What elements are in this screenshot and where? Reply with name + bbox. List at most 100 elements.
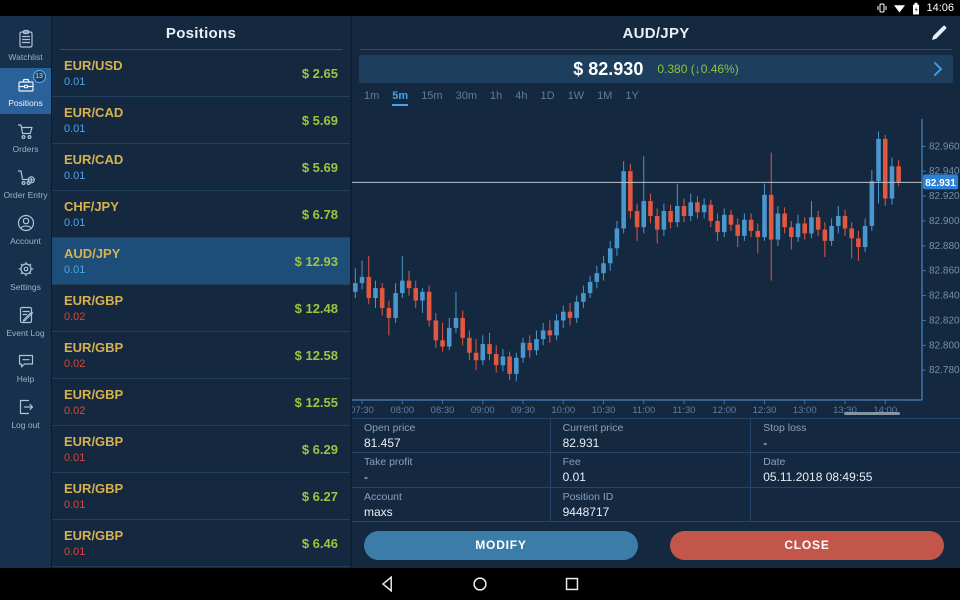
- position-symbol: EUR/CAD: [64, 105, 124, 120]
- detail-label: Position ID: [562, 490, 614, 503]
- sidebar-item-settings[interactable]: Settings: [0, 252, 51, 298]
- position-profit: $ 12.93: [294, 253, 338, 269]
- svg-text:11:00: 11:00: [632, 405, 655, 416]
- android-nav-bar: [0, 568, 960, 600]
- svg-text:13:00: 13:00: [793, 405, 817, 416]
- position-profit: $ 5.69: [301, 159, 338, 175]
- svg-text:12:30: 12:30: [753, 405, 777, 416]
- svg-text:82.860: 82.860: [929, 266, 960, 277]
- back-icon[interactable]: [378, 574, 398, 594]
- sidebar-item-label: Watchlist: [8, 51, 43, 62]
- sidebar-item-watchlist[interactable]: Watchlist: [0, 22, 51, 68]
- svg-text:10:30: 10:30: [592, 405, 616, 416]
- chart-header: AUD/JPY: [352, 16, 960, 50]
- price-bar[interactable]: $ 82.930 0.380 (↓0.46%): [359, 55, 953, 83]
- home-icon[interactable]: [470, 574, 490, 594]
- detail-label: Fee: [562, 456, 581, 469]
- positions-header: Positions: [52, 16, 350, 50]
- timeframe-1W[interactable]: 1W: [567, 90, 585, 102]
- detail-open-price: Open price 81.457: [352, 418, 550, 452]
- position-quantity: 0.01: [64, 264, 86, 276]
- detail-value: 81.457: [364, 436, 401, 450]
- detail-account: Account maxs: [352, 486, 550, 521]
- timeframe-30m[interactable]: 30m: [455, 90, 477, 102]
- sidebar-item-orders[interactable]: Orders: [0, 114, 51, 160]
- position-row-eur-cad[interactable]: EUR/CAD 0.01 $ 5.69: [52, 97, 350, 144]
- timeframe-1M[interactable]: 1M: [597, 90, 613, 102]
- main-area: Watchlist 13 Positions Orders Order Entry Acc…: [0, 16, 960, 568]
- svg-text:82.840: 82.840: [929, 291, 960, 302]
- order-entry-icon: [16, 167, 36, 188]
- sidebar-item-help[interactable]: Help: [0, 344, 51, 390]
- position-symbol: CHF/JPY: [64, 199, 119, 214]
- timeframe-5m[interactable]: 5m: [392, 90, 409, 106]
- detail-stop-loss: Stop loss -: [750, 418, 960, 453]
- timeframe-selector: 1m 5m 15m 30m 1h 4h 1D 1W 1M 1Y: [352, 87, 960, 109]
- detail-label: Take profit: [364, 456, 413, 469]
- sidebar-item-label: Account: [10, 235, 41, 246]
- position-row-chf-jpy[interactable]: CHF/JPY 0.01 $ 6.78: [52, 191, 350, 238]
- positions-count-badge: 13: [32, 69, 46, 83]
- edit-icon[interactable]: [930, 24, 948, 42]
- battery-charging-icon: [913, 2, 920, 14]
- position-row-eur-gbp[interactable]: EUR/GBP 0.01 $ 6.46: [52, 520, 350, 567]
- svg-text:11:30: 11:30: [672, 405, 695, 416]
- position-row-aud-jpy[interactable]: AUD/JPY 0.01 $ 12.93: [52, 238, 350, 285]
- positions-list: EUR/USD 0.01 $ 2.65 EUR/CAD 0.01 $ 5.69 EUR/CA…: [52, 50, 350, 568]
- price-change: 0.380 (↓0.46%): [657, 62, 739, 76]
- vibrate-icon: [877, 3, 887, 13]
- position-symbol: EUR/GBP: [64, 481, 124, 496]
- svg-text:08:30: 08:30: [431, 405, 455, 416]
- position-quantity: 0.01: [64, 123, 86, 135]
- position-quantity: 0.02: [64, 311, 86, 323]
- sidebar-item-logout[interactable]: Log out: [0, 390, 51, 436]
- svg-text:82.800: 82.800: [929, 340, 960, 351]
- timeframe-1h[interactable]: 1h: [490, 90, 503, 102]
- position-row-eur-gbp[interactable]: EUR/GBP 0.02 $ 12.48: [52, 285, 350, 332]
- detail-label: Current price: [562, 422, 624, 434]
- candlestick-chart-svg: 82.960 82.940 82.920 82.900 82.880 82.860 82.8…: [352, 119, 960, 416]
- action-buttons: MODIFY CLOSE: [352, 522, 960, 568]
- timeframe-1m[interactable]: 1m: [364, 90, 380, 102]
- settings-icon: [16, 259, 36, 280]
- sidebar-item-label: Orders: [12, 143, 39, 154]
- timeframe-1Y[interactable]: 1Y: [625, 90, 639, 102]
- account-icon: [16, 213, 36, 234]
- price-chart[interactable]: 82.960 82.940 82.920 82.900 82.880 82.860 82.8…: [352, 109, 960, 418]
- modify-button[interactable]: MODIFY: [364, 530, 638, 560]
- position-row-eur-gbp[interactable]: EUR/GBP 0.02 $ 12.58: [52, 332, 350, 379]
- detail-empty: [750, 486, 960, 521]
- svg-text:82.820: 82.820: [929, 315, 960, 326]
- position-row-eur-gbp[interactable]: EUR/GBP 0.01 $ 6.27: [52, 473, 350, 520]
- position-quantity: 0.02: [64, 358, 86, 370]
- svg-text:09:30: 09:30: [511, 405, 535, 416]
- svg-text:08:00: 08:00: [390, 405, 414, 416]
- sidebar-item-positions[interactable]: 13 Positions: [0, 68, 51, 114]
- svg-text:10:00: 10:00: [551, 405, 575, 416]
- sidebar-item-account[interactable]: Account: [0, 206, 51, 252]
- sidebar-item-label: Settings: [10, 281, 41, 292]
- timeframe-15m[interactable]: 15m: [421, 90, 443, 102]
- position-row-eur-gbp[interactable]: EUR/GBP 0.02 $ 12.55: [52, 379, 350, 426]
- detail-take-profit: Take profit -: [352, 452, 550, 486]
- svg-text:12:00: 12:00: [712, 405, 736, 416]
- clock: 14:06: [926, 2, 954, 14]
- position-row-eur-cad[interactable]: EUR/CAD 0.01 $ 5.69: [52, 144, 350, 191]
- position-quantity: 0.01: [64, 499, 86, 511]
- position-row-eur-usd[interactable]: EUR/USD 0.01 $ 2.65: [52, 50, 350, 97]
- position-profit: $ 6.27: [301, 488, 338, 504]
- timeframe-4h[interactable]: 4h: [515, 90, 528, 102]
- detail-position-id: Position ID 9448717: [549, 486, 751, 521]
- timeframe-1D[interactable]: 1D: [540, 90, 555, 102]
- sidebar-item-order-entry[interactable]: Order Entry: [0, 160, 51, 206]
- position-profit: $ 6.78: [301, 206, 338, 222]
- position-row-eur-gbp[interactable]: EUR/GBP 0.01 $ 6.29: [52, 426, 350, 473]
- sidebar-item-event-log[interactable]: Event Log: [0, 298, 51, 344]
- chevron-right-icon[interactable]: [933, 61, 943, 77]
- position-profit: $ 6.46: [301, 535, 338, 551]
- close-button[interactable]: CLOSE: [670, 530, 944, 560]
- svg-text:13:30: 13:30: [833, 405, 857, 416]
- svg-text:82.960: 82.960: [929, 141, 960, 152]
- recents-icon[interactable]: [562, 574, 582, 594]
